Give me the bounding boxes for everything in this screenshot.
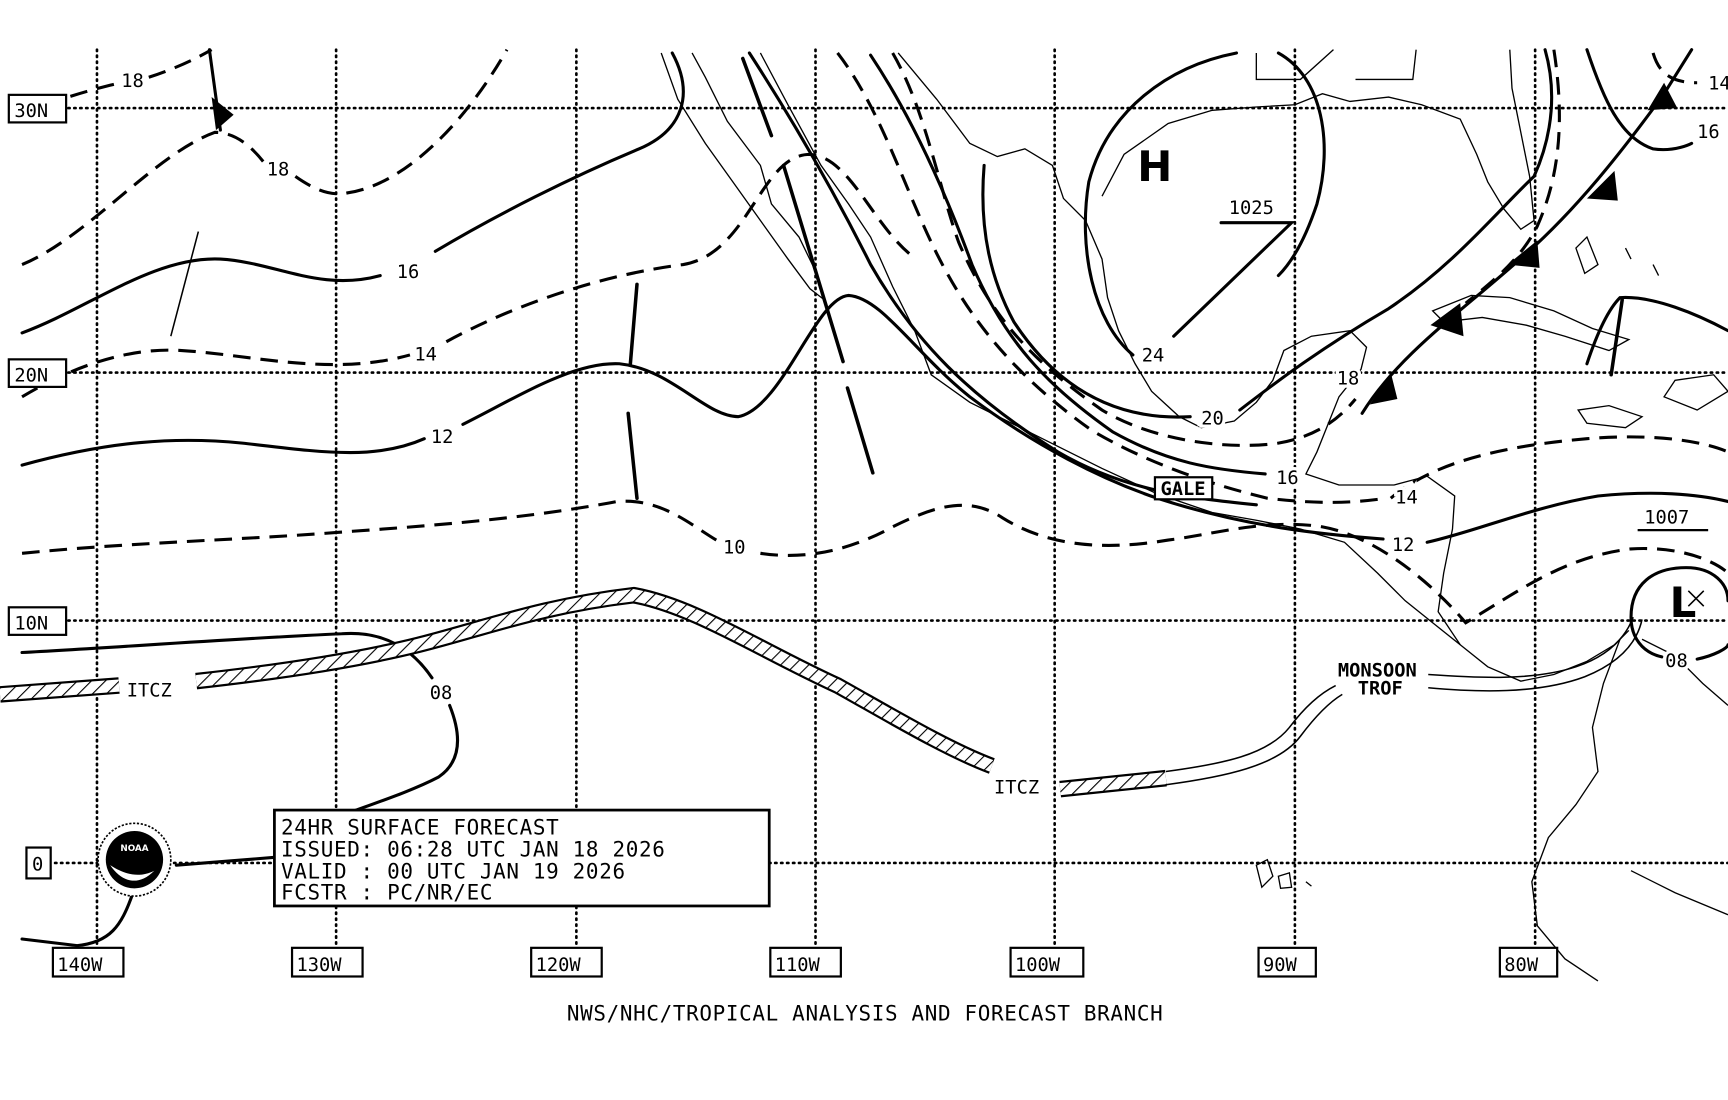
monsoon-label-1: MONSOON — [1338, 661, 1417, 682]
lon-label-100w: 100W — [1015, 955, 1061, 976]
itcz: ITCZ ITCZ — [0, 586, 1167, 802]
isobar-label: 18 — [267, 159, 290, 180]
isobar-label: 16 — [1697, 122, 1720, 143]
longitude-labels: 140W 130W 120W 110W 100W 90W 80W — [51, 946, 1559, 978]
isobar-label: 16 — [397, 262, 420, 283]
low-pressure-center: L 1007 — [1637, 508, 1709, 627]
lat-label-20n: 20N — [14, 365, 48, 386]
troughs — [170, 56, 1624, 500]
isobar-label: 20 — [1201, 408, 1224, 429]
isobar-label: 10 — [723, 537, 746, 558]
lat-label-0: 0 — [32, 855, 43, 876]
isobar-label: 12 — [1392, 535, 1415, 556]
lon-label-90w: 90W — [1263, 955, 1298, 976]
lat-label-10n: 10N — [14, 613, 48, 634]
itcz-label-east: ITCZ — [994, 778, 1039, 799]
latitude-labels: 30N 20N 10N 0 — [7, 93, 68, 880]
isobar-label: 08 — [1665, 651, 1688, 672]
isobar-labels: 18 18 16 14 12 10 08 24 20 18 16 14 12 0… — [118, 68, 1728, 707]
cold-front — [207, 48, 1694, 415]
isobar-label: 12 — [431, 427, 454, 448]
isobar-label: 14 — [1708, 73, 1728, 94]
isobar-label: 14 — [414, 344, 437, 365]
high-symbol: H — [1137, 142, 1172, 191]
monsoon-trough: MONSOON TROF — [1165, 616, 1643, 786]
isobar-label: 24 — [1142, 346, 1165, 367]
high-pressure-center: H 1025 — [1137, 142, 1274, 219]
monsoon-label-2: TROF — [1358, 678, 1403, 699]
issued-time: ISSUED: 06:28 UTC JAN 18 2026 — [281, 837, 665, 861]
forecasters: FCSTR : PC/NR/EC — [281, 880, 493, 904]
isobar-label: 14 — [1395, 488, 1418, 509]
lon-label-130w: 130W — [296, 955, 342, 976]
isobar-label: 16 — [1276, 468, 1299, 489]
gale-warning: GALE — [1153, 476, 1214, 501]
low-center-x-mark — [1687, 590, 1705, 607]
lon-label-110w: 110W — [775, 955, 821, 976]
lon-label-140w: 140W — [57, 955, 103, 976]
lon-label-120w: 120W — [536, 955, 582, 976]
credit-line: NWS/NHC/TROPICAL ANALYSIS AND FORECAST B… — [567, 1002, 1164, 1026]
forecast-title: 24HR SURFACE FORECAST — [281, 815, 559, 839]
gale-label: GALE — [1160, 479, 1205, 500]
itcz-label-west: ITCZ — [127, 681, 172, 702]
noaa-logo-text: NOAA — [120, 844, 148, 854]
isobar-label: 18 — [1337, 369, 1360, 390]
high-pressure-value: 1025 — [1229, 198, 1274, 219]
lon-label-80w: 80W — [1504, 955, 1539, 976]
isobar-label: 08 — [430, 683, 453, 704]
forecast-info-box: 24HR SURFACE FORECAST ISSUED: 06:28 UTC … — [273, 808, 771, 908]
low-pressure-value: 1007 — [1644, 508, 1689, 529]
isobar-label: 18 — [121, 71, 144, 92]
noaa-logo: NOAA — [97, 822, 172, 897]
coastlines — [660, 49, 1728, 982]
lat-label-30n: 30N — [14, 101, 48, 122]
valid-time: VALID : 00 UTC JAN 19 2026 — [281, 859, 626, 883]
